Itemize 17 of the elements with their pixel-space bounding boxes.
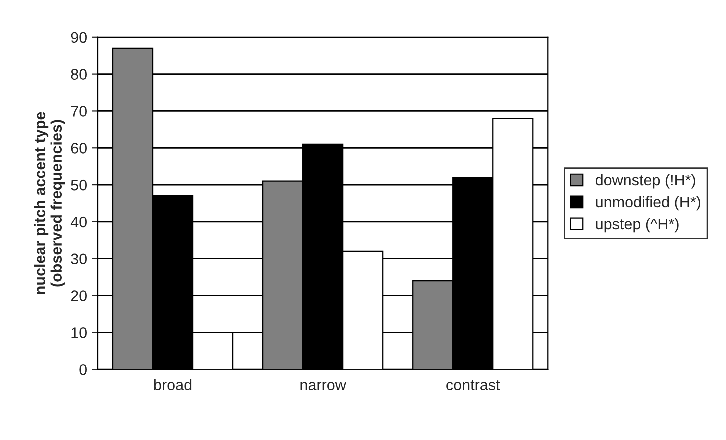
y-axis-title: nuclear pitch accent type (observed frequencies) [34,112,66,294]
y-tick-label: 70 [71,106,87,117]
y-tick-label: 40 [70,216,87,228]
y-tick-label: 0 [80,364,87,376]
y-tick-label: 60 [71,143,87,154]
y-tick-label: 10 [72,328,87,338]
y-tick-label: 50 [71,180,87,191]
legend-label: upstep (^H*) [596,218,679,233]
x-tick-label: contrast [446,380,500,391]
y-tick-label: 80 [71,69,87,80]
y-tick-label: 30 [71,254,87,265]
y-tick-label: 90 [71,32,87,44]
y-tick-label: 20 [71,290,87,302]
x-tick-label: broad [154,379,192,391]
legend-label: downstep (!H*) [596,174,696,189]
x-tick-label: narrow [300,382,346,391]
legend-label: unmodified (H*) [596,196,701,211]
